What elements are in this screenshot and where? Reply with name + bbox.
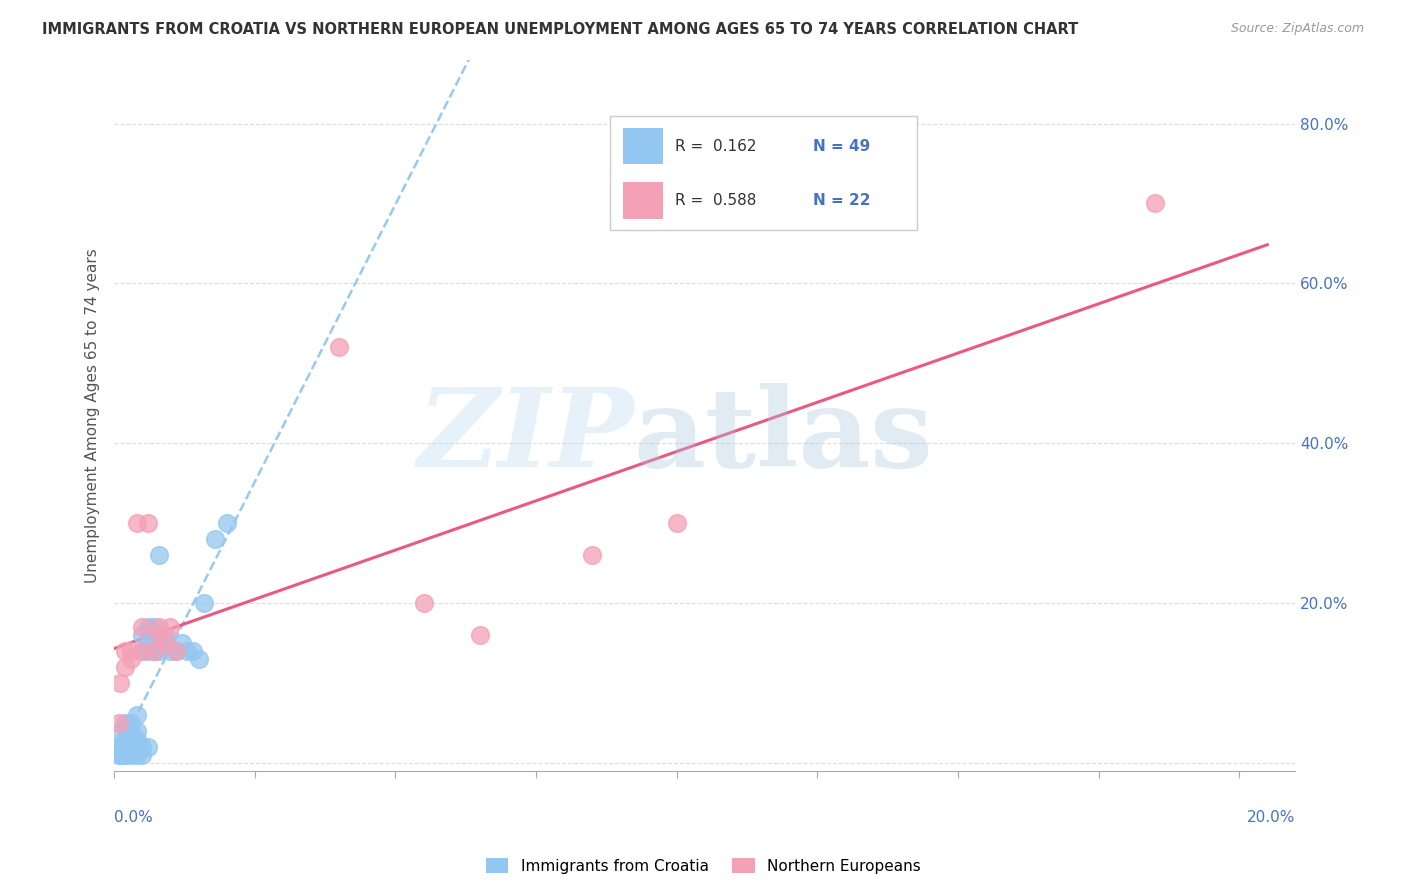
Point (131, 739, 153, 754)
Point (114, 644, 136, 658)
Point (165, 644, 187, 658)
Point (142, 620, 165, 634)
Point (131, 644, 153, 658)
Point (153, 636, 176, 650)
Point (328, 340, 350, 354)
Point (131, 644, 153, 658)
Point (142, 636, 165, 650)
Point (117, 731, 139, 746)
Point (117, 739, 139, 754)
Point (176, 644, 198, 658)
Point (120, 644, 142, 658)
Point (107, 715, 129, 730)
Point (181, 644, 204, 658)
Text: 20.0%: 20.0% (1247, 810, 1295, 825)
Point (125, 747, 148, 762)
Point (108, 739, 131, 754)
Point (412, 596, 434, 610)
Point (122, 739, 145, 754)
Point (120, 652, 142, 666)
Text: atlas: atlas (634, 383, 934, 490)
Point (114, 739, 136, 754)
Point (136, 739, 159, 754)
Point (1143, 196, 1166, 211)
Point (193, 596, 215, 610)
Point (136, 636, 159, 650)
Point (131, 620, 153, 634)
Point (105, 739, 128, 754)
Point (148, 620, 170, 634)
Point (125, 516, 148, 530)
Point (120, 723, 142, 738)
Point (125, 731, 148, 746)
Point (581, 548, 603, 562)
Point (215, 516, 238, 530)
Point (125, 723, 148, 738)
Point (111, 739, 134, 754)
Y-axis label: Unemployment Among Ages 65 to 74 years: Unemployment Among Ages 65 to 74 years (86, 248, 100, 582)
Point (136, 644, 159, 658)
Point (120, 715, 142, 730)
Point (120, 731, 142, 746)
Text: 0.0%: 0.0% (114, 810, 153, 825)
Text: Source: ZipAtlas.com: Source: ZipAtlas.com (1230, 22, 1364, 36)
Point (665, 516, 688, 530)
Point (165, 644, 187, 658)
Point (114, 660, 136, 674)
Point (111, 747, 134, 762)
Point (108, 675, 131, 690)
Point (125, 707, 148, 722)
Point (107, 747, 129, 762)
Point (120, 739, 142, 754)
Legend: Immigrants from Croatia, Northern Europeans: Immigrants from Croatia, Northern Europe… (479, 852, 927, 880)
Point (148, 628, 170, 642)
Point (468, 628, 491, 642)
Point (148, 644, 170, 658)
Point (142, 644, 165, 658)
Point (153, 636, 176, 650)
Point (108, 723, 131, 738)
Point (187, 652, 209, 666)
Point (136, 516, 159, 530)
Point (159, 620, 181, 634)
Point (125, 739, 148, 754)
Text: ZIP: ZIP (418, 383, 634, 491)
Point (114, 731, 136, 746)
Point (153, 628, 176, 642)
Text: IMMIGRANTS FROM CROATIA VS NORTHERN EUROPEAN UNEMPLOYMENT AMONG AGES 65 TO 74 YE: IMMIGRANTS FROM CROATIA VS NORTHERN EURO… (42, 22, 1078, 37)
Point (159, 644, 181, 658)
Point (136, 620, 159, 634)
Point (142, 644, 165, 658)
Point (148, 548, 170, 562)
Point (120, 739, 142, 754)
Point (131, 628, 153, 642)
Point (131, 747, 153, 762)
Point (170, 636, 193, 650)
Point (114, 715, 136, 730)
Point (114, 747, 136, 762)
Point (204, 532, 226, 546)
Point (108, 747, 131, 762)
Point (120, 747, 142, 762)
